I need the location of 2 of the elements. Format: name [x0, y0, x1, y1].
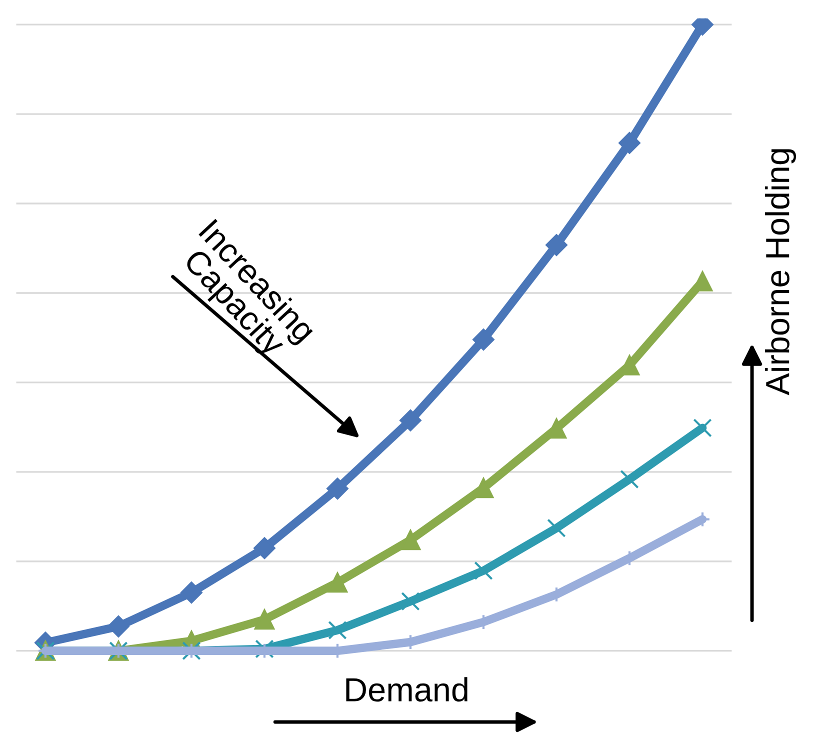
y-axis-title: Airborne Holding [764, 149, 796, 396]
x-axis-title: Demand [346, 677, 468, 702]
